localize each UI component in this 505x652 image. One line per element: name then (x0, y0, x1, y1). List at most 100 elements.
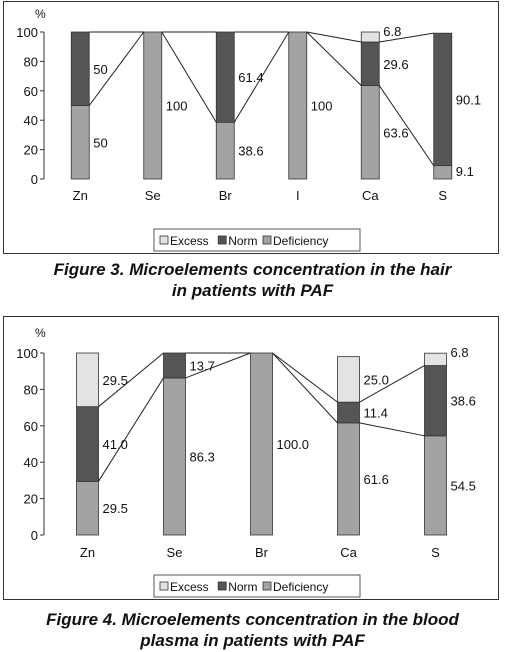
plasma-y-tick-label: 0 (31, 528, 38, 543)
figure-4-caption-line-1: Figure 4. Microelements concentration in… (46, 610, 459, 629)
figure-3-caption-line-2: in patients with PAF (171, 281, 334, 300)
plasma-bar-excess-zn (76, 352, 99, 408)
hair-series-line (161, 31, 217, 123)
plasma-bar-deficiency-se (163, 377, 186, 536)
plasma-legend-label-deficiency: Deficiency (273, 580, 328, 594)
plasma-bar-excess-s (424, 352, 447, 366)
hair-series-line (306, 31, 362, 86)
plasma-x-tick-label-se: Se (167, 545, 183, 560)
hair-x-tick-label-s: S (438, 188, 447, 203)
hair-y-tick-label: 0 (31, 172, 38, 187)
hair-bar-deficiency-se (143, 31, 163, 180)
hair-bar-norm-br (215, 31, 235, 123)
hair-legend-swatch-deficiency (262, 235, 272, 245)
hair-data-label-deficiency-ca: 63.6 (383, 125, 408, 140)
plasma-series-line (272, 352, 338, 424)
hair-legend-label-norm: Norm (228, 234, 257, 248)
plasma-bar-deficiency-ca (337, 422, 360, 536)
hair-x-tick-label-ca: Ca (362, 188, 379, 203)
hair-y-axis-unit: % (35, 7, 46, 21)
hair-legend-label-excess: Excess (170, 234, 209, 248)
chart-panel-hair: % 0 20 40 60 80 100 50 50 100 38.6 61.4 100 63.6 29.6 6… (3, 1, 499, 254)
plasma-data-label-norm-se: 13.7 (190, 358, 215, 373)
figure-4-caption: Figure 4. Microelements concentration in… (0, 609, 505, 651)
plasma-data-label-excess-ca: 25.0 (364, 372, 389, 387)
hair-data-label-deficiency-br: 38.6 (238, 144, 263, 159)
hair-bar-deficiency-br (215, 121, 235, 180)
figure-4-caption-line-2: plasma in patients with PAF (140, 631, 365, 650)
hair-data-label-deficiency-zn: 50 (93, 135, 107, 150)
hair-x-tick-label-se: Se (145, 188, 161, 203)
plasma-legend-label-excess: Excess (170, 580, 209, 594)
plasma-series-line (359, 365, 425, 403)
figure-3-caption-line-1: Figure 3. Microelements concentration in… (53, 260, 452, 279)
plasma-data-label-deficiency-ca: 61.6 (364, 472, 389, 487)
plasma-y-axis-unit: % (35, 326, 46, 340)
hair-x-tick-label-zn: Zn (73, 188, 88, 203)
hair-x-tick-label-br: Br (219, 188, 233, 203)
hair-bar-deficiency-s (433, 165, 453, 180)
plasma-y-tick-label: 60 (24, 419, 38, 434)
hair-series-line (88, 31, 145, 106)
plasma-legend-swatch-excess (159, 581, 169, 591)
hair-series-line (378, 85, 435, 166)
plasma-x-tick-label-s: S (431, 545, 440, 560)
hair-data-label-norm-ca: 29.6 (383, 57, 408, 72)
hair-y-tick-label: 40 (24, 113, 38, 128)
plasma-data-label-deficiency-se: 86.3 (190, 449, 215, 464)
hair-y-tick-label: 60 (24, 84, 38, 99)
plasma-data-label-deficiency-s: 54.5 (451, 478, 476, 493)
plasma-y-tick-label: 80 (24, 382, 38, 397)
hair-x-tick-label-i: I (296, 188, 300, 203)
hair-data-label-deficiency-s: 9.1 (456, 164, 474, 179)
plasma-series-line (98, 352, 164, 408)
plasma-series-line (185, 352, 251, 379)
hair-data-label-norm-s: 90.1 (456, 92, 481, 107)
plasma-series-line (272, 352, 338, 403)
plasma-y-tick-label: 40 (24, 455, 38, 470)
hair-bar-norm-zn (70, 31, 90, 106)
plasma-data-label-deficiency-br: 100.0 (277, 437, 310, 452)
hair-legend-swatch-excess (159, 235, 169, 245)
hair-legend-label-deficiency: Deficiency (273, 234, 328, 248)
hair-data-label-norm-zn: 50 (93, 62, 107, 77)
plasma-bar-norm-s (424, 365, 447, 437)
hair-series-line (379, 32, 434, 43)
hair-series-line (306, 31, 362, 43)
plasma-bar-excess-ca (337, 356, 360, 403)
plasma-data-label-excess-zn: 29.5 (103, 373, 128, 388)
hair-bar-norm-ca (360, 41, 380, 86)
hair-legend (153, 228, 361, 252)
hair-y-tick-label: 20 (24, 143, 38, 158)
plasma-legend (153, 574, 361, 598)
plasma-bar-deficiency-zn (76, 480, 99, 536)
plasma-data-label-norm-ca: 11.4 (364, 406, 388, 421)
hair-data-label-deficiency-se: 100 (166, 99, 188, 114)
hair-legend-swatch-norm (217, 235, 227, 245)
chart-hair: % 0 20 40 60 80 100 50 50 100 38.6 61.4 100 63.6 29.6 6… (16, 7, 481, 252)
hair-data-label-excess-ca: 6.8 (383, 24, 401, 39)
plasma-bar-norm-se (163, 352, 186, 379)
hair-y-tick-label: 80 (24, 54, 38, 69)
hair-data-label-deficiency-i: 100 (311, 99, 333, 114)
plasma-y-tick-label: 100 (16, 346, 38, 361)
plasma-data-label-norm-s: 38.6 (451, 394, 476, 409)
hair-bar-deficiency-zn (70, 105, 90, 180)
hair-bar-norm-s (433, 32, 453, 167)
chart-plasma: % 0 20 40 60 80 100 29.5 41.0 29.5 86.3 13.7 100.0 61… (16, 326, 476, 598)
hair-bar-excess-ca (360, 31, 380, 43)
hair-data-label-norm-br: 61.4 (238, 70, 263, 85)
plasma-legend-swatch-norm (217, 581, 227, 591)
plasma-data-label-norm-zn: 41.0 (103, 437, 128, 452)
plasma-data-label-excess-s: 6.8 (451, 345, 469, 360)
hair-bar-deficiency-i (288, 31, 308, 180)
hair-series-line (233, 31, 290, 123)
plasma-y-tick-label: 20 (24, 492, 38, 507)
figure-3-caption: Figure 3. Microelements concentration in… (0, 259, 505, 301)
plasma-x-tick-label-br: Br (255, 545, 269, 560)
plasma-x-tick-label-zn: Zn (80, 545, 95, 560)
plasma-series-line (98, 377, 164, 482)
hair-bar-deficiency-ca (360, 85, 380, 180)
chart-panel-plasma: % 0 20 40 60 80 100 29.5 41.0 29.5 86.3 13.7 100.0 61… (3, 316, 499, 600)
plasma-legend-label-norm: Norm (228, 580, 257, 594)
